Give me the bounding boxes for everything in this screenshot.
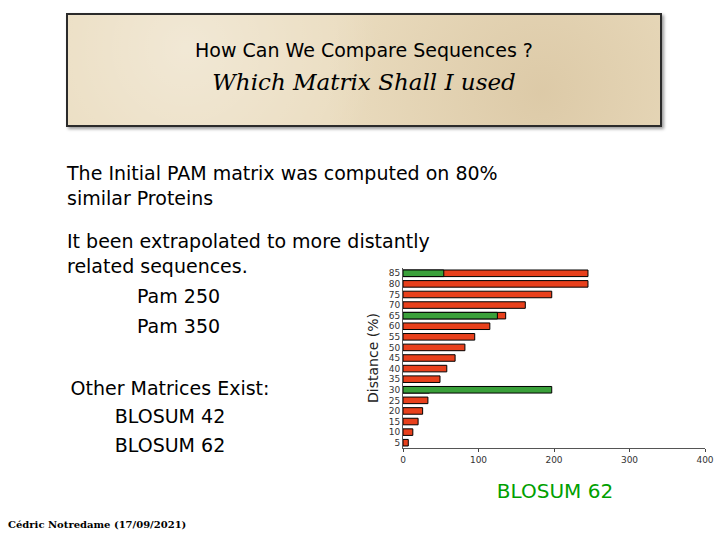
html-text:Pam 250: Pam 250 — [137, 285, 221, 307]
html-text:BLOSUM 62: BLOSUM 62 — [496, 479, 614, 503]
svg-text:80: 80 — [389, 279, 401, 289]
html-text:similar Proteins: similar Proteins — [67, 187, 214, 209]
html-text:BLOSUM 42: BLOSUM 42 — [114, 405, 226, 427]
svg-text:0: 0 — [400, 455, 406, 465]
svg-text:70: 70 — [389, 300, 401, 310]
svg-text:5: 5 — [394, 438, 400, 448]
svg-text:85: 85 — [389, 268, 400, 278]
svg-text:100: 100 — [470, 455, 487, 465]
svg-text:Distance (%): Distance (%) — [365, 313, 381, 403]
svg-text:50: 50 — [389, 343, 401, 353]
html-text:Which Matrix Shall I used: Which Matrix Shall I used — [212, 69, 516, 95]
svg-text:30: 30 — [389, 385, 401, 395]
svg-text:45: 45 — [389, 353, 400, 363]
html-text:related sequences.: related sequences. — [67, 255, 248, 277]
html-text:How Can We Compare Sequences ?: How Can We Compare Sequences ? — [195, 39, 533, 61]
svg-text:15: 15 — [389, 417, 400, 427]
html-text:It been extrapolated to more d: It been extrapolated to more distantly — [67, 230, 430, 252]
svg-text:400: 400 — [696, 455, 713, 465]
svg-text:35: 35 — [389, 374, 400, 384]
svg-text:200: 200 — [545, 455, 562, 465]
html-text:Pam 350: Pam 350 — [137, 315, 221, 337]
svg-text:65: 65 — [389, 311, 400, 321]
svg-text:300: 300 — [621, 455, 638, 465]
html-text:BLOSUM 62: BLOSUM 62 — [114, 434, 226, 456]
html-text:Other Matrices Exist:: Other Matrices Exist: — [70, 377, 270, 399]
svg-text:75: 75 — [389, 290, 400, 300]
html-text:The Initial PAM matrix was com: The Initial PAM matrix was computed on 8… — [67, 162, 498, 184]
html-text:Cédric Notredame (17/09/2021): Cédric Notredame (17/09/2021) — [8, 519, 187, 530]
svg-text:40: 40 — [389, 364, 401, 374]
svg-text:60: 60 — [389, 321, 401, 331]
svg-text:20: 20 — [389, 406, 401, 416]
svg-text:10: 10 — [389, 427, 401, 437]
svg-text:25: 25 — [389, 396, 400, 406]
svg-text:55: 55 — [389, 332, 400, 342]
